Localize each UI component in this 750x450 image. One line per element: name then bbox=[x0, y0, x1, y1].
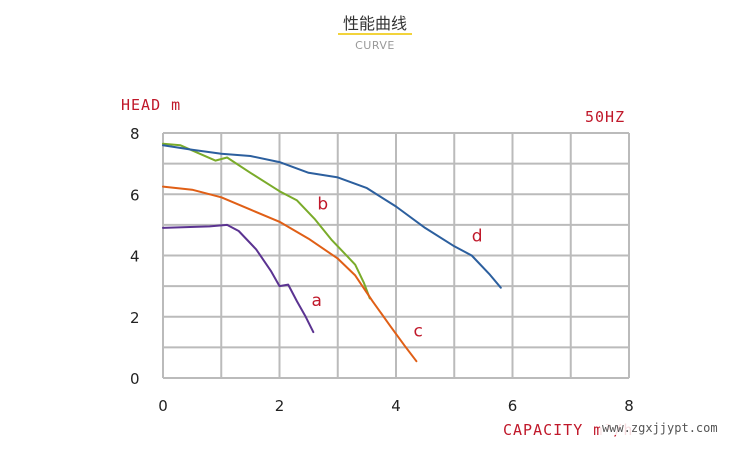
x-tick-label: 4 bbox=[391, 397, 401, 415]
y-tick-label: 2 bbox=[130, 309, 140, 327]
y-axis-label: HEAD m bbox=[121, 96, 182, 114]
series-label-d: d bbox=[472, 227, 483, 247]
series-line-b bbox=[162, 142, 371, 300]
series-label-a: a bbox=[312, 291, 322, 311]
x-tick-label: 8 bbox=[624, 397, 634, 415]
x-tick-label: 6 bbox=[508, 397, 518, 415]
x-tick-label: 0 bbox=[158, 397, 168, 415]
y-tick-label: 6 bbox=[130, 186, 140, 204]
x-tick-label: 2 bbox=[275, 397, 285, 415]
y-tick-label: 0 bbox=[130, 370, 140, 388]
series-label-b: b bbox=[317, 195, 328, 215]
series-line-d bbox=[162, 144, 502, 289]
y-tick-label: 8 bbox=[130, 125, 140, 143]
watermark: www.zgxjjypt.com bbox=[600, 421, 720, 435]
page-title: 性能曲线 bbox=[342, 14, 407, 33]
title-underline bbox=[338, 33, 412, 35]
frequency-annotation: 50HZ bbox=[585, 108, 626, 126]
y-tick-label: 4 bbox=[130, 248, 140, 266]
series-line-a bbox=[162, 223, 315, 334]
series-label-c: c bbox=[413, 322, 422, 342]
series-line-c bbox=[162, 185, 418, 363]
page-subtitle: CURVE bbox=[355, 39, 395, 52]
